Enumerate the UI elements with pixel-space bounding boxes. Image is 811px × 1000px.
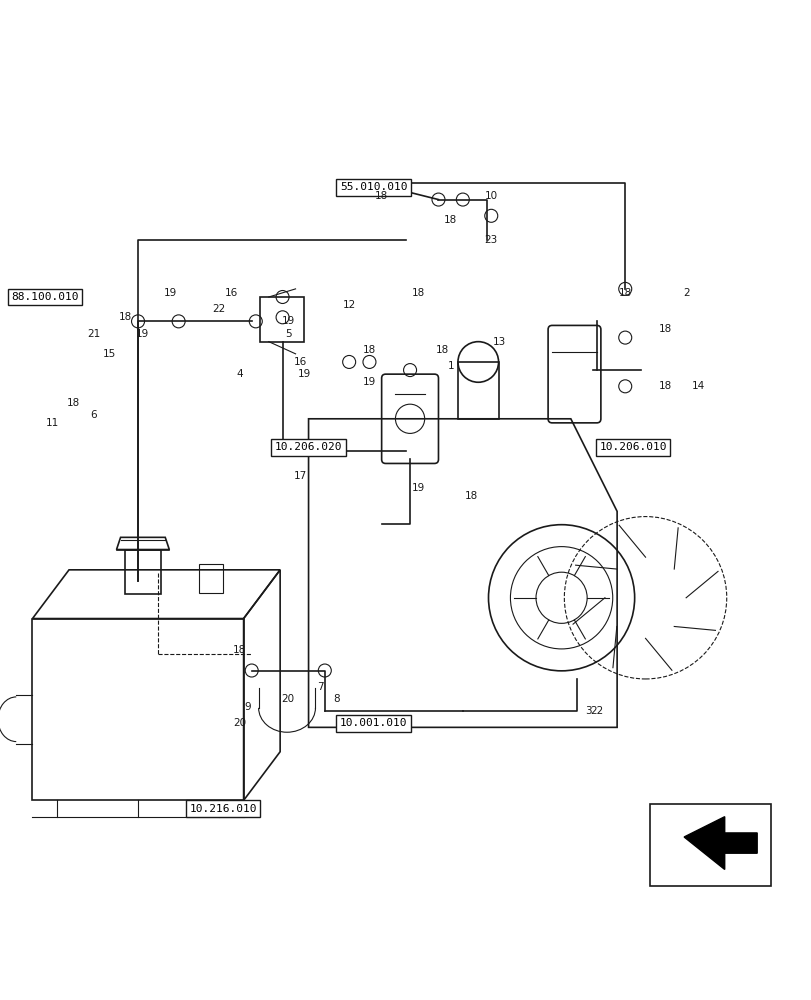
Text: 19: 19 (164, 288, 177, 298)
Text: 10.001.010: 10.001.010 (339, 718, 407, 728)
Text: 15: 15 (103, 349, 116, 359)
Text: 19: 19 (298, 369, 311, 379)
Text: 18: 18 (444, 215, 457, 225)
Text: 10.216.010: 10.216.010 (189, 804, 257, 814)
Text: 13: 13 (492, 337, 505, 347)
Text: 18: 18 (618, 288, 631, 298)
Text: 18: 18 (363, 345, 375, 355)
Text: 19: 19 (363, 377, 375, 387)
Text: 20: 20 (233, 718, 246, 728)
Text: 11: 11 (46, 418, 59, 428)
Text: 18: 18 (67, 398, 79, 408)
Text: 18: 18 (436, 345, 448, 355)
Text: 18: 18 (233, 645, 246, 655)
Polygon shape (683, 817, 756, 869)
Text: 9: 9 (244, 702, 251, 712)
Text: 18: 18 (659, 381, 672, 391)
Text: 19: 19 (281, 316, 294, 326)
Text: 10: 10 (484, 191, 497, 201)
Text: 12: 12 (342, 300, 355, 310)
Text: 22: 22 (212, 304, 225, 314)
Text: 7: 7 (317, 682, 324, 692)
Text: 18: 18 (411, 288, 424, 298)
Text: 23: 23 (484, 235, 497, 245)
Text: 19: 19 (411, 483, 424, 493)
Text: 55.010.010: 55.010.010 (339, 182, 407, 192)
Text: 14: 14 (691, 381, 704, 391)
Text: 2: 2 (682, 288, 689, 298)
Text: 8: 8 (333, 694, 340, 704)
Text: 17: 17 (294, 471, 307, 481)
Text: 6: 6 (90, 410, 97, 420)
Text: 5: 5 (285, 329, 291, 339)
Text: 4: 4 (236, 369, 242, 379)
Text: 16: 16 (225, 288, 238, 298)
Text: 22: 22 (590, 706, 603, 716)
Text: 21: 21 (87, 329, 100, 339)
Text: 20: 20 (281, 694, 294, 704)
Bar (260, 297, 304, 342)
Text: 18: 18 (119, 312, 132, 322)
Text: 16: 16 (294, 357, 307, 367)
Text: 1: 1 (447, 361, 453, 371)
Text: 10.206.020: 10.206.020 (274, 442, 342, 452)
Bar (649, 804, 770, 886)
Text: 18: 18 (659, 324, 672, 334)
Text: 18: 18 (464, 491, 477, 501)
Text: 10.206.010: 10.206.010 (599, 442, 667, 452)
Text: 88.100.010: 88.100.010 (11, 292, 79, 302)
Text: 18: 18 (375, 191, 388, 201)
Text: 19: 19 (135, 329, 148, 339)
Text: 3: 3 (585, 706, 591, 716)
